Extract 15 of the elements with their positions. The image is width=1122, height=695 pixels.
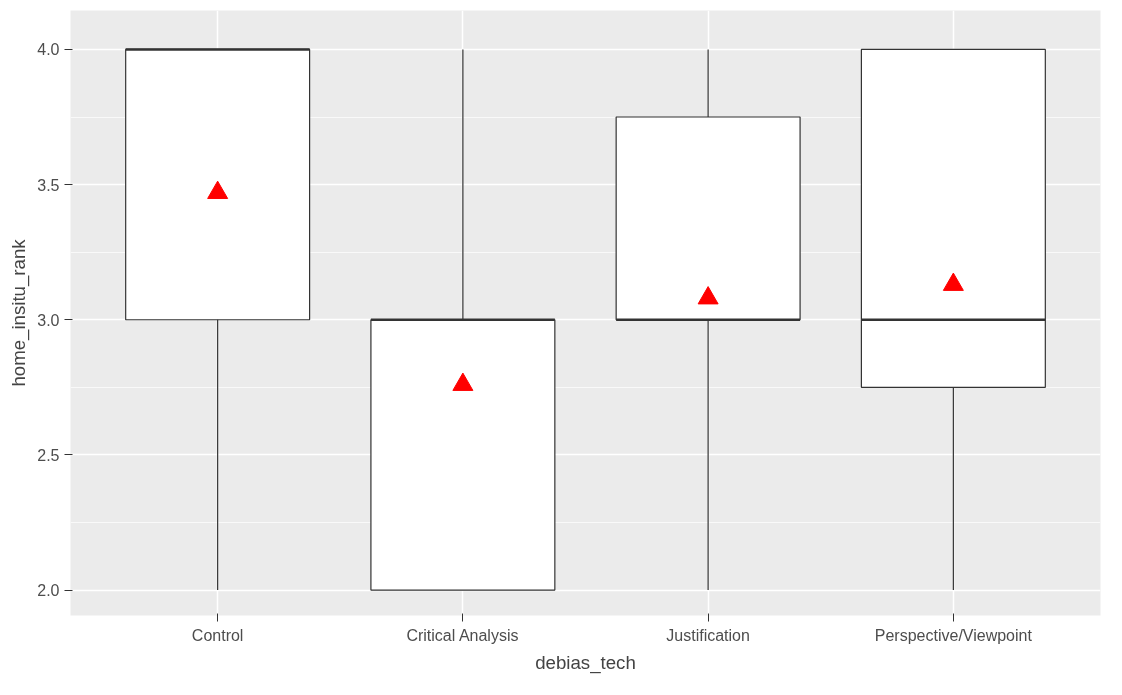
y-axis-title: home_insitu_rank [8, 238, 31, 387]
y-tick-label: 3.0 [37, 311, 60, 329]
y-tick-label: 3.5 [37, 176, 60, 194]
x-tick-label: Control [191, 626, 244, 644]
x-tick-label: Perspective/Viewpoint [874, 626, 1033, 644]
point [452, 372, 474, 391]
x-tick-label: Critical Analysis [406, 626, 519, 644]
y-tick-label: 2.5 [37, 446, 60, 464]
point [942, 272, 964, 291]
point [207, 180, 229, 199]
x-axis-title: debias_tech [535, 651, 636, 674]
x-tick-label: Justification [666, 626, 750, 644]
point [697, 286, 719, 305]
y-tick-label: 2.0 [37, 582, 60, 600]
y-tick-label: 4.0 [37, 41, 60, 59]
